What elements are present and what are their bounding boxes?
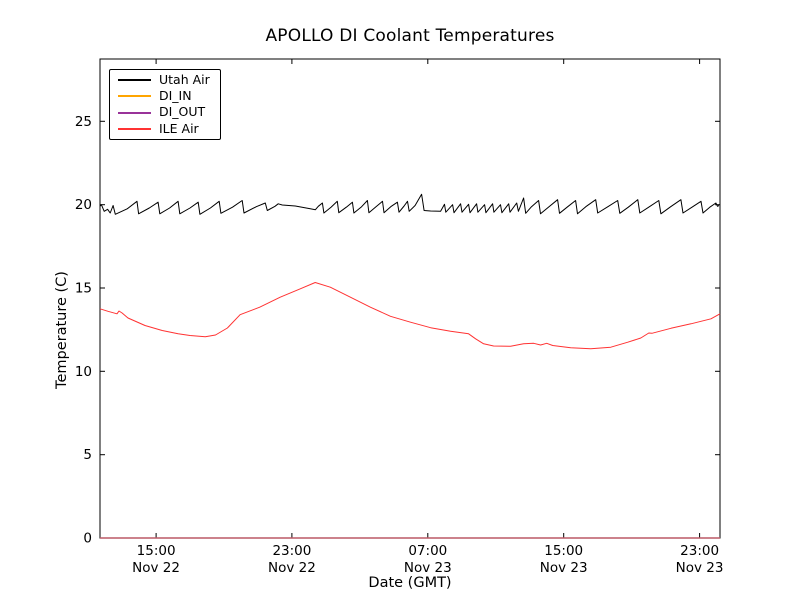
legend-line-swatch [118, 95, 151, 98]
legend-item-utah-air: Utah Air [118, 72, 220, 88]
x-tick-label-time: 15:00 [544, 543, 583, 559]
legend-line-swatch [118, 127, 151, 130]
y-tick-label: 0 [83, 531, 92, 547]
chart-title: APOLLO DI Coolant Temperatures [265, 26, 555, 46]
x-tick-label-time: 15:00 [137, 543, 176, 559]
x-tick-label-time: 23:00 [272, 543, 311, 559]
legend-item-ile-air: ILE Air [118, 121, 220, 137]
series-line-ile-air [99, 282, 721, 350]
legend-line-swatch [118, 111, 151, 114]
series-line-utah-air [99, 193, 720, 215]
x-tick-label-date: Nov 22 [268, 560, 316, 576]
y-tick-label: 10 [75, 364, 92, 380]
x-tick-label-time: 23:00 [680, 543, 719, 559]
x-tick-label-time: 07:00 [408, 543, 447, 559]
legend-label: DI_OUT [159, 104, 206, 120]
legend-item-di-in: DI_IN [118, 88, 220, 104]
x-axis-label: Date (GMT) [368, 575, 452, 591]
y-tick-label: 15 [75, 281, 92, 297]
x-tick-label-date: Nov 22 [132, 560, 180, 576]
legend-label: DI_IN [159, 88, 192, 104]
x-tick-label-date: Nov 23 [676, 560, 724, 576]
legend-item-di-out: DI_OUT [118, 105, 220, 121]
legend: Utah Air DI_IN DI_OUT ILE Air [109, 69, 221, 140]
legend-label: ILE Air [159, 120, 199, 136]
legend-label: Utah Air [159, 71, 210, 87]
x-tick-label-date: Nov 23 [540, 560, 588, 576]
x-tick-label-date: Nov 23 [404, 560, 452, 576]
y-tick-label: 5 [83, 447, 92, 463]
legend-line-swatch [118, 79, 151, 82]
y-tick-label: 20 [75, 197, 92, 213]
y-tick-label: 25 [75, 114, 92, 130]
